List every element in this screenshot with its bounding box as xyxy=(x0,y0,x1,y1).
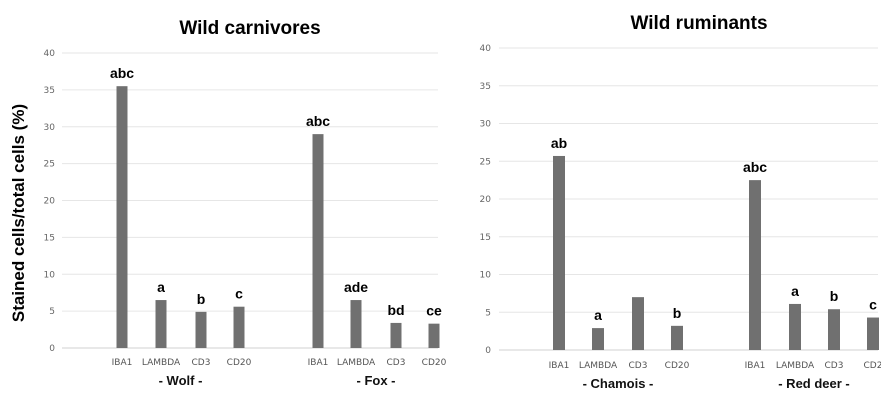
panel-2-category-label: CD3 xyxy=(825,361,844,371)
panel-2-category-label: CD2 xyxy=(864,361,881,371)
panel-1-y-tick-label: 10 xyxy=(44,270,56,280)
panel-2-y-tick-label: 20 xyxy=(480,195,492,205)
panel-2-category-label: IBA1 xyxy=(549,361,570,371)
panel-2-bar xyxy=(553,155,565,350)
panel-1-data-label: abc xyxy=(110,65,134,81)
panel-1-bar xyxy=(312,134,324,348)
panel-1-bar xyxy=(428,323,440,348)
panel-2-y-tick-label: 10 xyxy=(480,271,492,281)
panel-2-category-label: CD20 xyxy=(665,361,690,371)
panel-1-title: Wild carnivores xyxy=(179,18,320,39)
panel-2-bar xyxy=(592,328,604,350)
panel-1-category-label: IBA1 xyxy=(308,358,329,368)
panel-1-data-label: ade xyxy=(344,279,368,295)
panel-2-data-label: a xyxy=(791,283,799,299)
panel-1-y-tick-label: 15 xyxy=(44,233,55,243)
panel-1-y-tick-label: 5 xyxy=(49,307,55,317)
panel-2-title: Wild ruminants xyxy=(630,13,767,34)
panel-2-y-tick-label: 40 xyxy=(480,44,492,54)
panel-1-data-label: ce xyxy=(426,303,442,319)
panel-1-group-label: - Wolf - xyxy=(159,373,203,388)
panel-2-bar xyxy=(632,297,644,350)
panel-1-category-label: LAMBDA xyxy=(142,358,181,368)
panel-1-category-label: IBA1 xyxy=(112,358,133,368)
panel-1-bar xyxy=(233,306,245,348)
panel-2-data-label: ab xyxy=(551,135,567,151)
panel-1-category-label: LAMBDA xyxy=(337,358,376,368)
panel-2-y-tick-label: 25 xyxy=(480,157,491,167)
panel-1-bar xyxy=(390,322,402,348)
panel-1-data-label: bd xyxy=(387,302,404,318)
panel-2-data-label: c xyxy=(869,297,877,313)
panel-1-category-label: CD3 xyxy=(192,358,211,368)
panel-1-data-label: a xyxy=(157,279,165,295)
panel-2-data-label: abc xyxy=(743,159,767,175)
panel-1-y-tick-label: 40 xyxy=(44,49,56,59)
panel-2-category-label: LAMBDA xyxy=(776,361,815,371)
panel-2-category-label: IBA1 xyxy=(745,361,766,371)
panel-2-category-label: LAMBDA xyxy=(579,361,618,371)
panel-1-bar xyxy=(195,311,207,348)
panel-1-y-tick-label: 0 xyxy=(49,344,55,354)
panel-2-bar xyxy=(749,180,761,350)
panel-2-data-label: b xyxy=(673,305,682,321)
panel-1-category-label: CD20 xyxy=(227,358,252,368)
panel-1-y-tick-label: 30 xyxy=(44,123,56,133)
panel-1-y-tick-label: 20 xyxy=(44,197,56,207)
panel-1-y-tick-label: 35 xyxy=(44,86,55,96)
panel-1-bar xyxy=(116,86,128,348)
panel-2-bar xyxy=(828,309,840,350)
panel-1-data-label: abc xyxy=(306,113,330,129)
panel-2-data-label: b xyxy=(830,288,839,304)
panel-2-data-label: a xyxy=(594,307,602,323)
panel-2-y-tick-label: 5 xyxy=(485,308,491,318)
panel-2-bar xyxy=(789,303,801,350)
panel-2-bar xyxy=(867,317,879,350)
panel-1-group-label: - Fox - xyxy=(357,373,396,388)
panel-1-y-tick-label: 25 xyxy=(44,160,55,170)
panel-2-y-tick-label: 15 xyxy=(480,233,491,243)
panel-2-group-label: - Chamois - xyxy=(583,376,654,391)
panel-2-category-label: CD3 xyxy=(629,361,648,371)
panel-2-y-tick-label: 35 xyxy=(480,82,491,92)
panel-1-category-label: CD3 xyxy=(387,358,406,368)
panel-1-data-label: c xyxy=(235,286,243,302)
panel-1-bar xyxy=(155,300,167,348)
y-axis-label: Stained cells/total cells (%) xyxy=(9,104,28,322)
panel-1-category-label: CD20 xyxy=(422,358,447,368)
panel-2-y-tick-label: 30 xyxy=(480,120,492,130)
panel-2-group-label: - Red deer - xyxy=(778,376,850,391)
panel-1-bar xyxy=(350,300,362,348)
panel-2-bar xyxy=(671,325,683,350)
panel-2-y-tick-label: 0 xyxy=(485,346,491,356)
panel-1-data-label: b xyxy=(197,291,206,307)
